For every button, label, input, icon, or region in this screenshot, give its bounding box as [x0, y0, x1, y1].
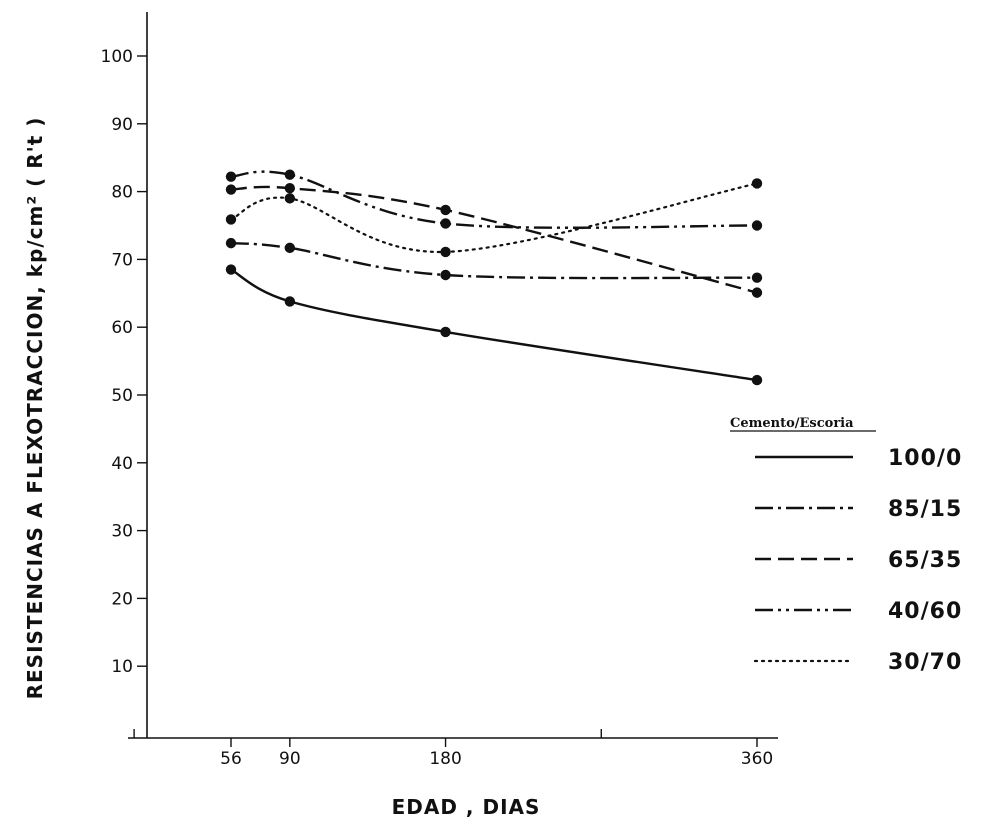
data-point [284, 242, 296, 254]
series-line [230, 241, 758, 280]
y-tick-label: 30 [111, 522, 133, 542]
y-tick-label: 60 [111, 318, 133, 338]
x-tick-label: 56 [220, 749, 242, 769]
axes: 10 20 30 40 50 60 70 80 90 100 56 90 180 360 [101, 12, 778, 769]
y-tick-label: 80 [111, 183, 133, 203]
y-tick-label: 40 [111, 454, 133, 474]
y-tick-label: 70 [111, 250, 133, 270]
data-point [751, 272, 763, 283]
series-30-70 [225, 178, 763, 258]
y-axis-title: RESISTENCIAS A FLEXOTRACCION, kp/cm² ( R… [23, 117, 47, 700]
legend-label: 100/0 [888, 446, 962, 471]
data-point [225, 264, 237, 275]
data-point [284, 193, 296, 204]
series-line [230, 170, 758, 229]
data-point [751, 178, 763, 189]
legend-label: 85/15 [888, 497, 962, 522]
x-axis-title: EDAD , DIAS [392, 795, 541, 819]
data-point [440, 218, 451, 229]
data-point [751, 220, 763, 231]
data-point [751, 374, 763, 386]
series-line [230, 185, 758, 294]
legend: Cemento/Escoria 100/0 85/15 65/35 40/60 30/7… [730, 416, 962, 675]
series-line [229, 182, 759, 254]
x-tick-label: 90 [279, 749, 301, 769]
series-40-60 [225, 169, 763, 231]
data-point [284, 169, 296, 180]
data-point [440, 326, 451, 338]
series-100-0 [225, 264, 763, 386]
data-point [225, 184, 237, 195]
legend-label: 30/70 [888, 650, 962, 675]
series-layer [225, 169, 763, 386]
y-tick-label: 50 [111, 386, 133, 406]
data-point [440, 204, 451, 216]
data-point [440, 269, 451, 281]
y-tick-label: 100 [101, 47, 133, 67]
data-point [225, 171, 237, 182]
x-tick-label: 360 [741, 749, 773, 769]
x-tick-label: 180 [429, 749, 461, 769]
series-65-35 [225, 183, 763, 298]
data-point [225, 237, 237, 249]
y-tick-label: 10 [111, 657, 133, 677]
data-point [751, 287, 763, 298]
data-point [284, 183, 296, 194]
legend-title: Cemento/Escoria [730, 416, 854, 431]
series-85-15 [225, 237, 763, 283]
data-point [440, 246, 451, 258]
legend-label: 65/35 [888, 548, 962, 573]
y-tick-label: 90 [111, 115, 133, 135]
legend-label: 40/60 [888, 599, 962, 624]
series-line [230, 268, 758, 382]
data-point [284, 296, 296, 307]
y-tick-label: 20 [111, 589, 133, 609]
data-point [225, 214, 237, 225]
